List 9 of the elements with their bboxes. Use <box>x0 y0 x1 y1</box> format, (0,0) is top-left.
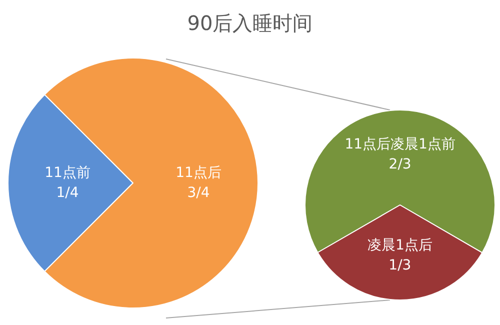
slice-label: 11点后 <box>176 165 222 181</box>
slice-label: 凌晨1点后 <box>367 238 432 254</box>
chart-title: 90后入睡时间 <box>187 11 313 35</box>
slice-label: 11点前 <box>44 165 90 181</box>
data-label: 2/3 <box>388 156 412 172</box>
data-label: 3/4 <box>187 185 210 201</box>
data-label: 1/4 <box>56 185 79 201</box>
data-label: 1/3 <box>388 258 412 274</box>
slice-label: 11点后凌晨1点前 <box>344 136 456 152</box>
